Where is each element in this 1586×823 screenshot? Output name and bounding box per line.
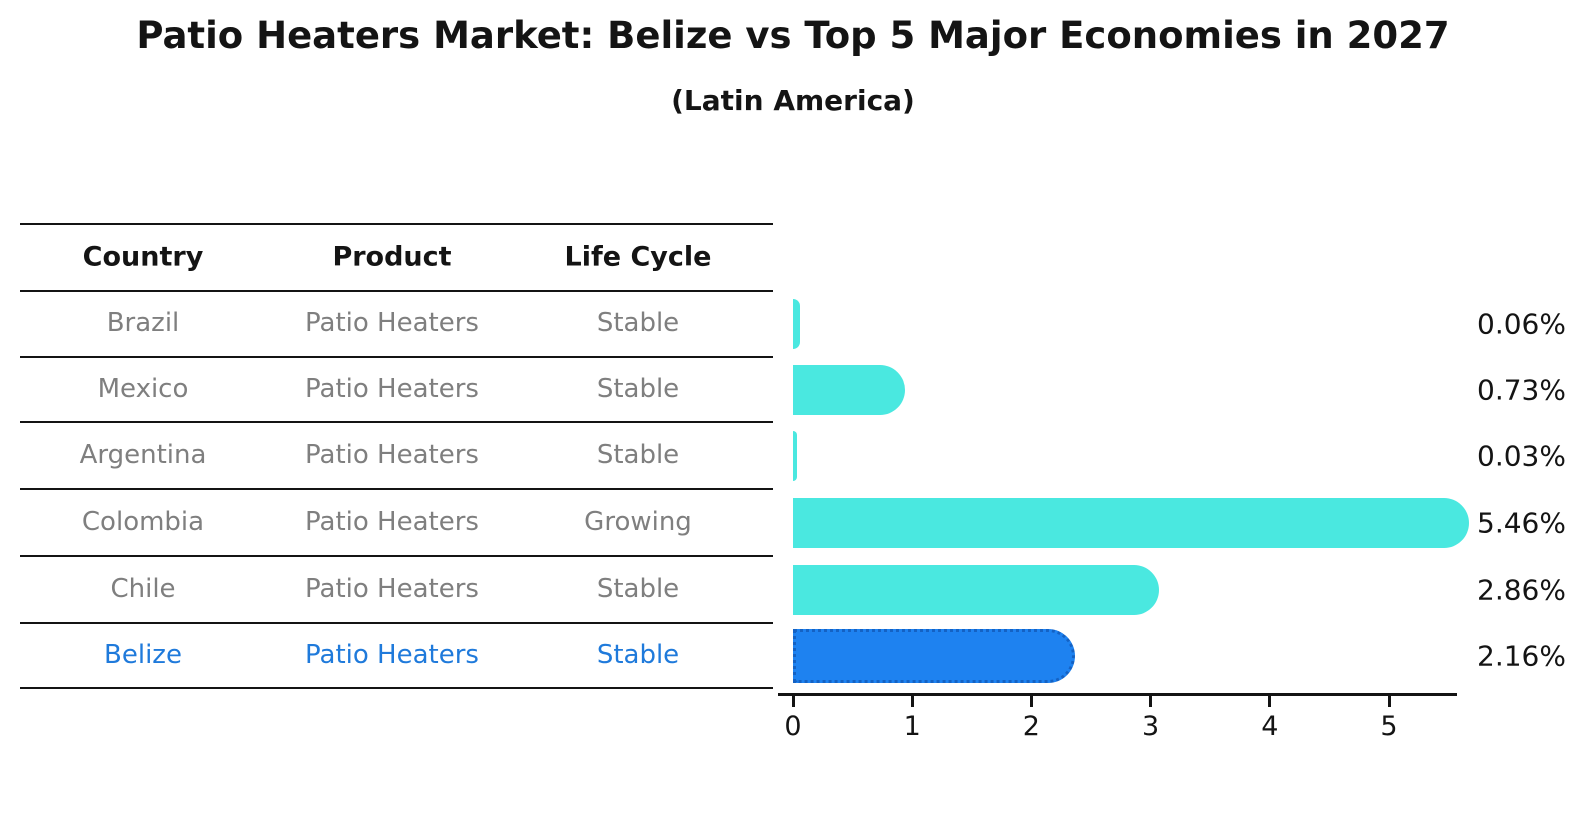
value-label-mexico: 0.73% — [1477, 373, 1566, 406]
x-axis-tick-label: 1 — [903, 711, 921, 742]
cell-product: Patio Heaters — [305, 308, 479, 338]
bar-chile — [793, 564, 1159, 615]
chart-subtitle: (Latin America) — [671, 84, 915, 117]
bar-argentina — [793, 430, 797, 481]
column-header-lifecycle: Life Cycle — [564, 241, 712, 272]
value-label-argentina: 0.03% — [1477, 439, 1566, 472]
cell-lifecycle: Stable — [596, 373, 680, 404]
cell-country: Mexico — [97, 373, 189, 404]
table-divider — [20, 488, 773, 490]
table-divider — [20, 687, 773, 689]
value-label-brazil: 0.06% — [1477, 307, 1566, 341]
x-axis-tick-label: 0 — [784, 711, 802, 742]
table-divider — [20, 622, 773, 624]
value-label-chile: 2.86% — [1477, 573, 1566, 606]
x-axis-tick — [1268, 696, 1272, 707]
cell-lifecycle: Stable — [596, 439, 680, 470]
x-axis-tick-label: 5 — [1380, 711, 1398, 742]
table-divider — [20, 223, 773, 225]
table-divider — [20, 555, 773, 557]
cell-lifecycle: Stable — [596, 639, 680, 670]
x-axis-tick — [910, 696, 914, 707]
value-label-belize: 2.16% — [1477, 639, 1566, 672]
bar-colombia — [793, 497, 1469, 548]
x-axis-tick — [791, 696, 795, 707]
table-divider — [20, 356, 773, 358]
bar-brazil — [793, 299, 801, 349]
cell-product: Patio Heaters — [305, 439, 479, 470]
x-axis-tick-label: 2 — [1022, 711, 1040, 742]
cell-product: Patio Heaters — [305, 506, 479, 537]
cell-product: Patio Heaters — [305, 573, 479, 604]
x-axis-tick — [1149, 696, 1153, 707]
column-header-product: Product — [332, 241, 452, 272]
bar-mexico — [793, 364, 906, 415]
cell-product: Patio Heaters — [305, 373, 479, 404]
cell-country: Brazil — [106, 308, 180, 338]
cell-country: Colombia — [81, 506, 205, 537]
x-axis-tick — [1387, 696, 1391, 707]
cell-lifecycle: Stable — [596, 573, 680, 604]
value-label-colombia: 5.46% — [1477, 506, 1566, 539]
table-divider — [20, 290, 773, 292]
cell-country: Chile — [110, 573, 176, 604]
cell-country: Belize — [104, 639, 182, 670]
bar-belize — [793, 628, 1076, 683]
chart-title: Patio Heaters Market: Belize vs Top 5 Ma… — [136, 14, 1450, 57]
x-axis-tick-label: 4 — [1261, 711, 1279, 742]
table-divider — [20, 421, 773, 423]
cell-product: Patio Heaters — [305, 639, 479, 670]
cell-lifecycle: Growing — [584, 506, 692, 537]
x-axis-tick — [1029, 696, 1033, 707]
cell-lifecycle: Stable — [596, 308, 680, 338]
column-header-country: Country — [82, 241, 204, 272]
cell-country: Argentina — [79, 439, 207, 470]
x-axis-line — [778, 693, 1457, 696]
x-axis-tick-label: 3 — [1142, 711, 1160, 742]
